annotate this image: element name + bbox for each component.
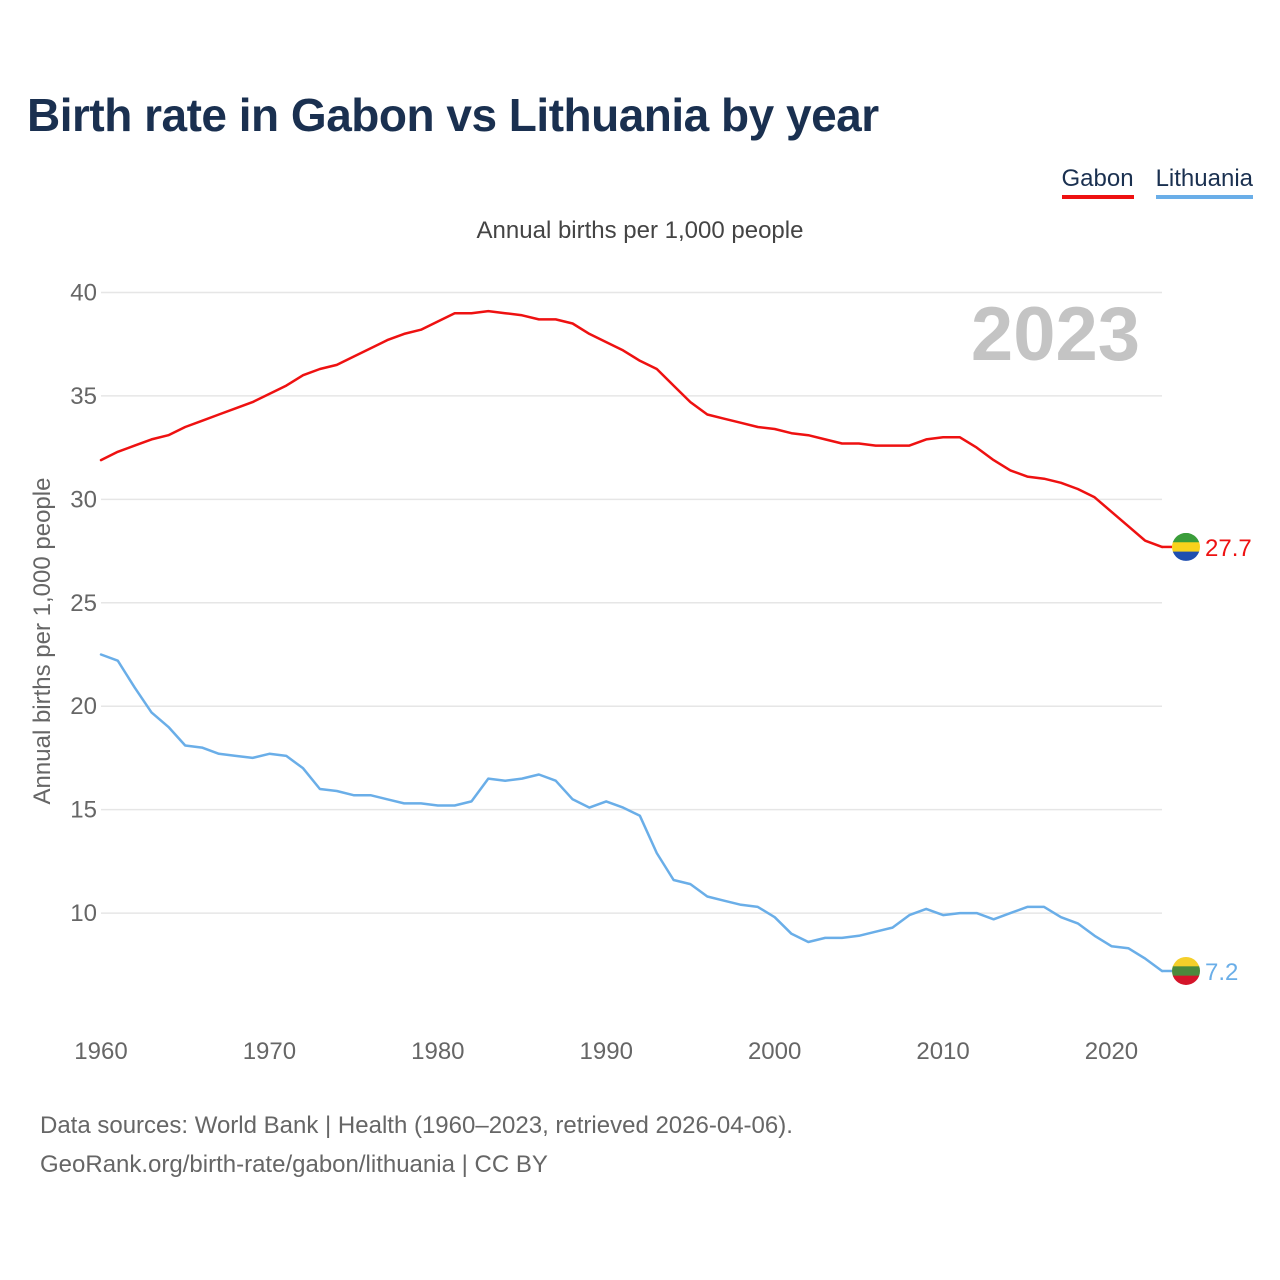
- footer: Data sources: World Bank | Health (1960–…: [40, 1106, 793, 1184]
- gridlines: [101, 291, 1162, 914]
- x-tick-label: 1980: [411, 1038, 464, 1065]
- y-tick-label: 30: [70, 486, 97, 513]
- page-title: Birth rate in Gabon vs Lithuania by year: [27, 89, 879, 141]
- end-value-label-lithuania: 7.2: [1205, 959, 1238, 986]
- series-line-gabon: [99, 309, 1164, 549]
- legend: Gabon Lithuania: [1061, 165, 1253, 199]
- x-tick-label: 2020: [1085, 1038, 1138, 1065]
- end-markers: 27.7 7.2: [1162, 532, 1252, 986]
- end-value-label-gabon: 27.7: [1205, 535, 1252, 562]
- x-tick-label: 2010: [916, 1038, 969, 1065]
- x-axis-ticks: 1960 1970 1980 1990 2000 2010 2020: [74, 1038, 1138, 1065]
- footer-attribution: GeoRank.org/birth-rate/gabon/lithuania |…: [40, 1151, 548, 1178]
- x-tick-label: 1960: [74, 1038, 127, 1065]
- footer-sources: Data sources: World Bank | Health (1960–…: [40, 1112, 793, 1139]
- y-tick-label: 20: [70, 693, 97, 720]
- legend-item-gabon[interactable]: Gabon: [1061, 165, 1134, 199]
- y-tick-label: 25: [70, 590, 97, 617]
- x-tick-label: 1990: [580, 1038, 633, 1065]
- y-tick-label: 40: [70, 280, 97, 307]
- flag-icon-lithuania: [1172, 956, 1200, 985]
- x-tick-label: 2000: [748, 1038, 801, 1065]
- y-axis-label: Annual births per 1,000 people: [29, 478, 56, 805]
- series-lines: [99, 309, 1164, 973]
- y-tick-label: 10: [70, 900, 97, 927]
- flag-icon-gabon: [1172, 532, 1200, 561]
- year-badge: 2023: [971, 292, 1140, 377]
- series-line-lithuania: [99, 653, 1164, 973]
- legend-item-lithuania[interactable]: Lithuania: [1155, 165, 1253, 199]
- y-tick-label: 35: [70, 383, 97, 410]
- chart-subtitle: Annual births per 1,000 people: [476, 217, 804, 244]
- y-axis-ticks: 10 15 20 25 30 35 40: [70, 280, 97, 928]
- x-tick-label: 1970: [243, 1038, 296, 1065]
- y-tick-label: 15: [70, 797, 97, 824]
